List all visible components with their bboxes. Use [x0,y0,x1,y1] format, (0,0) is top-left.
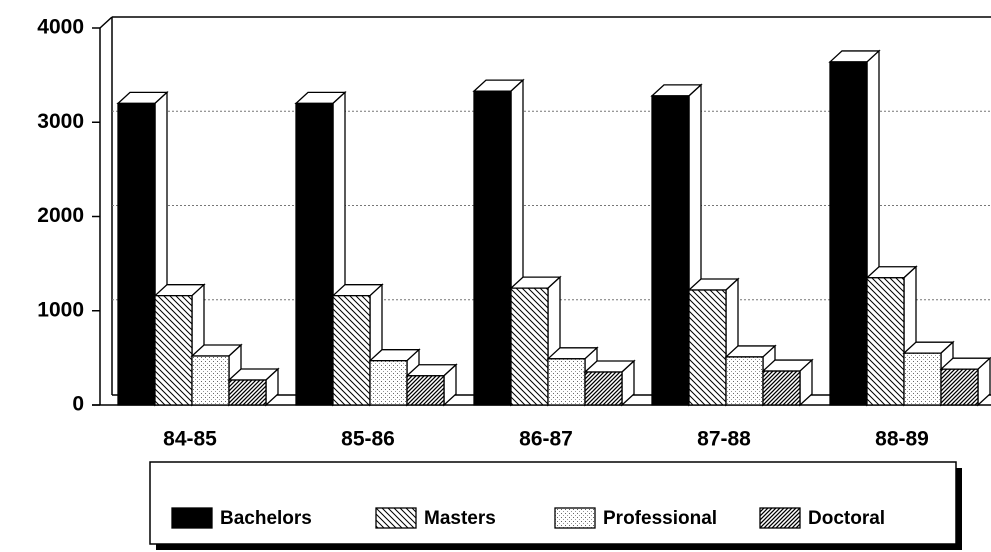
legend [149,461,962,550]
x-tick-label: 87-88 [697,428,751,451]
bar [866,277,905,406]
bar [117,102,156,406]
bar [510,287,549,406]
legend-swatch [759,507,801,529]
bar [762,370,801,406]
bar [584,371,623,406]
bar [903,352,942,406]
bar [406,375,445,406]
bar [295,102,334,406]
y-tick-label: 1000 [37,298,84,321]
bar [369,360,408,406]
x-tick-label: 86-87 [519,428,573,451]
bar [154,295,193,406]
bar [332,295,371,406]
legend-swatch [554,507,596,529]
bar [940,368,979,406]
y-tick-label: 4000 [37,16,84,39]
legend-label: Masters [424,508,496,529]
legend-label: Bachelors [220,508,312,529]
bar [191,355,230,406]
legend-label: Doctoral [808,508,885,529]
bar [228,379,267,406]
bar [651,95,690,406]
y-tick-label: 3000 [37,110,84,133]
y-tick-label: 0 [72,393,84,416]
bar [829,61,868,406]
y-tick-label: 2000 [37,204,84,227]
bar [725,356,764,406]
legend-label: Professional [603,508,717,529]
bar [473,90,512,406]
x-tick-label: 88-89 [875,428,929,451]
x-tick-label: 84-85 [163,428,217,451]
bar [547,358,586,406]
legend-swatch [375,507,417,529]
legend-swatch [171,507,213,529]
x-tick-label: 85-86 [341,428,395,451]
bar [688,289,727,406]
